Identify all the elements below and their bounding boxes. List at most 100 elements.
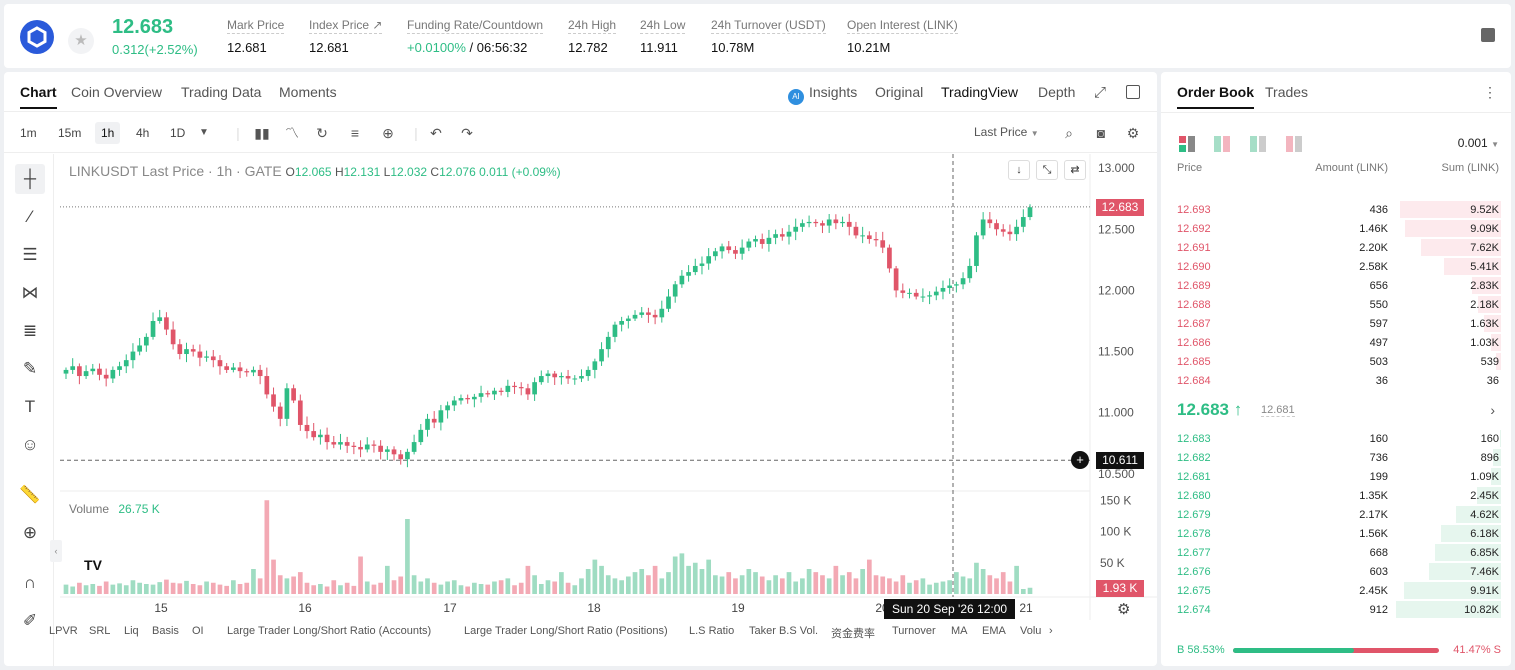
indicator-0[interactable]: LPVR [49,625,78,637]
candles-icon[interactable]: ▮▮ [254,125,270,141]
indicator-8[interactable]: Taker B.S Vol. [749,625,819,637]
favorite-star-icon[interactable]: ★ [68,28,94,54]
view-both-icon[interactable] [1179,136,1195,152]
view-tradingview[interactable]: TradingView [941,84,1019,100]
tab-coin-overview[interactable]: Coin Overview [71,84,163,100]
brush-icon[interactable]: ✎ [22,359,38,378]
add-indicator-icon[interactable]: ⊕ [382,125,394,141]
bid-row[interactable]: 12.674 912 10.82K [1161,600,1511,619]
insights-button[interactable]: AI Insights [788,84,857,105]
view-depth[interactable]: Depth [1038,84,1076,100]
timeframe-15m[interactable]: 15m [58,126,82,140]
add-alert-icon[interactable]: + [1071,451,1089,470]
magnet-icon[interactable]: ∩ [23,573,37,592]
ask-row[interactable]: 12.686 497 1.03K [1161,333,1511,352]
depth-bar [1396,601,1501,618]
view-asks-icon[interactable] [1286,136,1302,152]
row-price: 12.681 [1177,471,1211,483]
emoji-icon[interactable]: ☺ [21,435,39,454]
indicators-icon[interactable]: 〽 [285,125,299,141]
ask-row[interactable]: 12.691 2.20K 7.62K [1161,238,1511,257]
bid-row[interactable]: 12.682 736 896 [1161,448,1511,467]
ask-row[interactable]: 12.684 36 36 [1161,371,1511,390]
stat-index-price[interactable]: Index Price ↗ 12.681 [309,18,383,55]
replay-icon[interactable]: ↻ [316,125,328,141]
window-icon[interactable] [1126,85,1140,99]
chevron-right-icon[interactable]: › [1049,625,1053,637]
indicator-2[interactable]: Liq [124,625,139,637]
notebook-icon[interactable] [1481,28,1495,42]
indicator-11[interactable]: MA [951,625,968,637]
indicator-13[interactable]: Volu [1020,625,1042,637]
camera-icon[interactable]: ◙ [1096,125,1106,141]
bid-row[interactable]: 12.679 2.17K 4.62K [1161,505,1511,524]
ask-row[interactable]: 12.692 1.46K 9.09K [1161,219,1511,238]
ask-row[interactable]: 12.693 436 9.52K [1161,200,1511,219]
bid-row[interactable]: 12.675 2.45K 9.91K [1161,581,1511,600]
bid-row[interactable]: 12.676 603 7.46K [1161,562,1511,581]
undo-icon[interactable]: ↶ [430,125,442,141]
more-options-icon[interactable]: ⋮ [1483,84,1497,100]
pattern-icon[interactable]: ⋈ [21,283,39,302]
tab-chart[interactable]: Chart [20,84,57,109]
chevron-right-icon[interactable]: › [1490,402,1495,418]
timeframe-4h[interactable]: 4h [136,126,150,140]
template-icon[interactable]: ≡ [350,125,360,141]
view-original[interactable]: Original [875,84,924,100]
indicator-6[interactable]: Large Trader Long/Short Ratio (Positions… [464,625,668,637]
indicator-1[interactable]: SRL [89,625,111,637]
tab-trades[interactable]: Trades [1265,84,1309,100]
timeframe-1d[interactable]: 1D [170,126,186,140]
tab-moments[interactable]: Moments [279,84,337,100]
indicator-4[interactable]: OI [192,625,204,637]
header-amount: Amount (LINK) [1315,162,1388,174]
horizontal-lines-icon[interactable]: ☰ [22,245,38,264]
pencil-lock-icon[interactable]: ✐ [22,611,38,630]
zoom-icon[interactable]: ⊕ [22,523,38,542]
view-bids-icon[interactable] [1250,136,1266,152]
indicator-10[interactable]: Turnover [892,625,936,637]
crosshair-icon[interactable]: ┼ [15,164,45,194]
swap-icon[interactable]: ⇄ [1064,160,1086,180]
chart-settings-icon[interactable]: ⚙ [1117,601,1131,618]
search-icon[interactable]: ⌕ [1065,125,1073,141]
view-bids-asks-icon[interactable] [1214,136,1230,152]
collapse-icon[interactable]: ⤡ [1036,160,1058,180]
redo-icon[interactable]: ↷ [461,125,473,141]
ask-row[interactable]: 12.685 503 539 [1161,352,1511,371]
tab-order-book[interactable]: Order Book [1177,84,1255,109]
volume-bar [786,572,792,594]
gear-icon[interactable]: ⚙ [1126,125,1140,141]
bid-row[interactable]: 12.681 199 1.09K [1161,467,1511,486]
volume-bar [438,584,444,594]
bid-row[interactable]: 12.678 1.56K 6.18K [1161,524,1511,543]
indicator-3[interactable]: Basis [152,625,179,637]
text-icon[interactable]: T [24,397,36,416]
ask-row[interactable]: 12.687 597 1.63K [1161,314,1511,333]
bid-row[interactable]: 12.680 1.35K 2.45K [1161,486,1511,505]
ask-row[interactable]: 12.688 550 2.18K [1161,295,1511,314]
timeframe-1m[interactable]: 1m [20,126,37,140]
candlestick-chart[interactable]: 13.000 12.500 12.000 11.500 11.000 10.500 150 … [60,154,1157,620]
ruler-icon[interactable]: 📏 [19,485,41,504]
indicator-5[interactable]: Large Trader Long/Short Ratio (Accounts) [227,625,432,637]
precision-select[interactable]: 0.001 ▼ [1458,136,1499,150]
tab-trading-data[interactable]: Trading Data [181,84,262,100]
indicator-12[interactable]: EMA [982,625,1006,637]
expand-icon[interactable]: ⤢ [1094,84,1107,101]
collapse-toolbar-icon[interactable]: ‹ [50,540,62,562]
ask-row[interactable]: 12.689 656 2.83K [1161,276,1511,295]
indicator-7[interactable]: L.S Ratio [689,625,735,637]
ask-row[interactable]: 12.690 2.58K 5.41K [1161,257,1511,276]
arrow-down-icon[interactable]: ↓ [1008,160,1030,180]
indicator-9[interactable]: 资金费率 [831,628,875,640]
row-sum: 9.91K [1470,585,1499,597]
chevron-down-icon[interactable]: ▼ [199,127,209,138]
bid-row[interactable]: 12.683 160 160 [1161,429,1511,448]
price-type-select[interactable]: Last Price ▼ [974,125,1039,139]
trendline-icon[interactable]: ⁄ [28,207,32,226]
bid-row[interactable]: 12.677 668 6.85K [1161,543,1511,562]
fib-icon[interactable]: ≣ [22,321,38,340]
candle-body [706,256,712,264]
timeframe-1h[interactable]: 1h [95,122,121,144]
